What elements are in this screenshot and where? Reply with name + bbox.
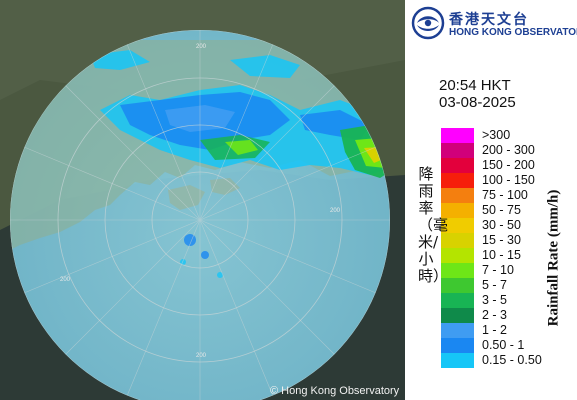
legend-swatch (441, 173, 474, 188)
legend-panel (405, 0, 577, 400)
legend-swatch (441, 308, 474, 323)
rain-echo-scattered (201, 251, 209, 259)
legend-swatch (441, 233, 474, 248)
legend-label: 0.50 - 1 (482, 338, 525, 352)
observatory-logo: 香港天文台 HONG KONG OBSERVATORY (411, 6, 577, 40)
legend-label: 75 - 100 (482, 188, 528, 202)
legend-label: 10 - 15 (482, 248, 521, 262)
legend-row: 150 - 200 (441, 158, 571, 173)
date-label: 03-08-2025 (439, 94, 516, 111)
range-ring-label: 200 (196, 44, 207, 50)
rain-echo-heavy (225, 140, 258, 155)
logo-text-en: HONG KONG OBSERVATORY (449, 27, 577, 38)
time-label: 20:54 HKT (439, 77, 511, 94)
legend-row: 0.50 - 1 (441, 338, 571, 353)
legend-label: 0.15 - 0.50 (482, 353, 542, 367)
legend-swatch (441, 218, 474, 233)
legend-swatch (441, 188, 474, 203)
legend-label: 7 - 10 (482, 263, 514, 277)
legend-row: 2 - 3 (441, 308, 571, 323)
legend-row: 75 - 100 (441, 188, 571, 203)
legend-label: 3 - 5 (482, 293, 508, 307)
legend-swatch (441, 353, 474, 368)
copyright-notice: © Hong Kong Observatory (270, 385, 400, 397)
rain-echo-light (230, 55, 300, 78)
legend-row: 50 - 75 (441, 203, 571, 218)
azimuth-spokes (10, 30, 390, 400)
legend-swatch (441, 338, 474, 353)
legend-row: 1 - 2 (441, 323, 571, 338)
legend-swatch (441, 203, 474, 218)
legend-row: 10 - 15 (441, 248, 571, 263)
legend-swatch (441, 278, 474, 293)
legend-row: 30 - 50 (441, 218, 571, 233)
legend-label: 50 - 75 (482, 203, 521, 217)
range-ring-label: 200 (60, 277, 71, 283)
legend-row: 200 - 300 (441, 143, 571, 158)
legend-row: 100 - 150 (441, 173, 571, 188)
land-island (168, 185, 205, 210)
legend-label: 15 - 30 (482, 233, 521, 247)
range-ring-label: 200 (330, 208, 341, 214)
legend-label: 5 - 7 (482, 278, 508, 292)
legend-row: 15 - 30 (441, 233, 571, 248)
legend-swatch (441, 143, 474, 158)
legend-row: >300 (441, 128, 571, 143)
legend-row: 7 - 10 (441, 263, 571, 278)
legend-swatch (441, 293, 474, 308)
rain-echo-scattered (217, 272, 223, 278)
legend-axis-label-cn: 降雨率（毫米/小時） (418, 165, 449, 285)
legend-row: 0.15 - 0.50 (441, 353, 571, 368)
legend-swatch (441, 323, 474, 338)
legend-label: 200 - 300 (482, 143, 535, 157)
legend-axis-label-en: Rainfall Rate (mm/h) (545, 189, 562, 327)
legend-swatch (441, 158, 474, 173)
legend-label: 1 - 2 (482, 323, 508, 337)
legend-label: 2 - 3 (482, 308, 508, 322)
legend-swatch (441, 128, 474, 143)
legend-swatch (441, 248, 474, 263)
radar-map: 200 200 200 200 © Hong Kong Observatory (0, 0, 405, 400)
timestamp: 20:54 HKT 03-08-2025 (439, 77, 516, 111)
legend-swatch (441, 263, 474, 278)
legend-row: 3 - 5 (441, 293, 571, 308)
range-ring-label: 200 (196, 353, 207, 359)
legend-label: >300 (482, 128, 511, 142)
land-island (210, 178, 240, 195)
logo-text-cn: 香港天文台 (449, 12, 529, 28)
legend-row: 5 - 7 (441, 278, 571, 293)
legend-label: 30 - 50 (482, 218, 521, 232)
observatory-emblem-icon (411, 6, 445, 40)
rain-echo-scattered (180, 259, 186, 265)
legend-label: 150 - 200 (482, 158, 535, 172)
legend-label: 100 - 150 (482, 173, 535, 187)
